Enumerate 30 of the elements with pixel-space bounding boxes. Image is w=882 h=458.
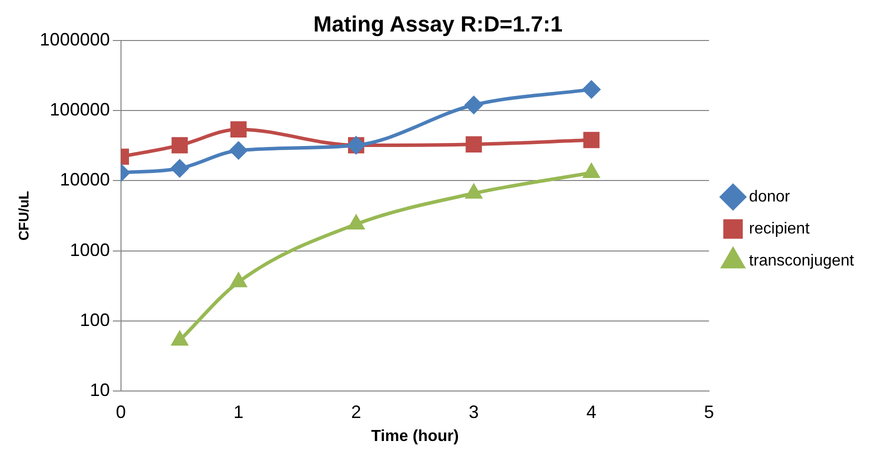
point xyxy=(230,142,248,160)
point xyxy=(172,332,188,346)
point xyxy=(230,121,247,138)
y-tick-label: 100000 xyxy=(50,100,110,120)
point xyxy=(348,215,364,230)
x-tick-label: 0 xyxy=(116,402,126,422)
x-tick-label: 4 xyxy=(586,402,596,422)
legend-label: transconjugent xyxy=(749,252,855,270)
legend-label: donor xyxy=(749,188,791,206)
y-tick-label: 10 xyxy=(90,380,110,400)
point xyxy=(583,132,600,148)
point xyxy=(230,273,246,288)
y-axis-title: CFU/uL xyxy=(15,190,32,241)
chart-title: Mating Assay R:D=1.7:1 xyxy=(313,11,563,36)
x-tick-label: 1 xyxy=(234,402,244,422)
point xyxy=(466,136,482,152)
point xyxy=(172,137,188,154)
point xyxy=(466,184,482,199)
legend-label: recipient xyxy=(749,220,810,238)
point xyxy=(465,96,483,114)
y-tick-label: 1000 xyxy=(70,240,110,260)
point xyxy=(170,160,188,178)
y-tick-label: 1000000 xyxy=(40,29,110,50)
x-tick-label: 5 xyxy=(704,402,714,422)
point xyxy=(582,80,600,98)
x-tick-label: 3 xyxy=(468,402,479,422)
x-axis-title: Time (hour) xyxy=(371,428,459,445)
y-tick-label: 10000 xyxy=(60,170,110,190)
x-tick-label: 2 xyxy=(351,402,362,422)
y-tick-label: 100 xyxy=(80,310,110,330)
